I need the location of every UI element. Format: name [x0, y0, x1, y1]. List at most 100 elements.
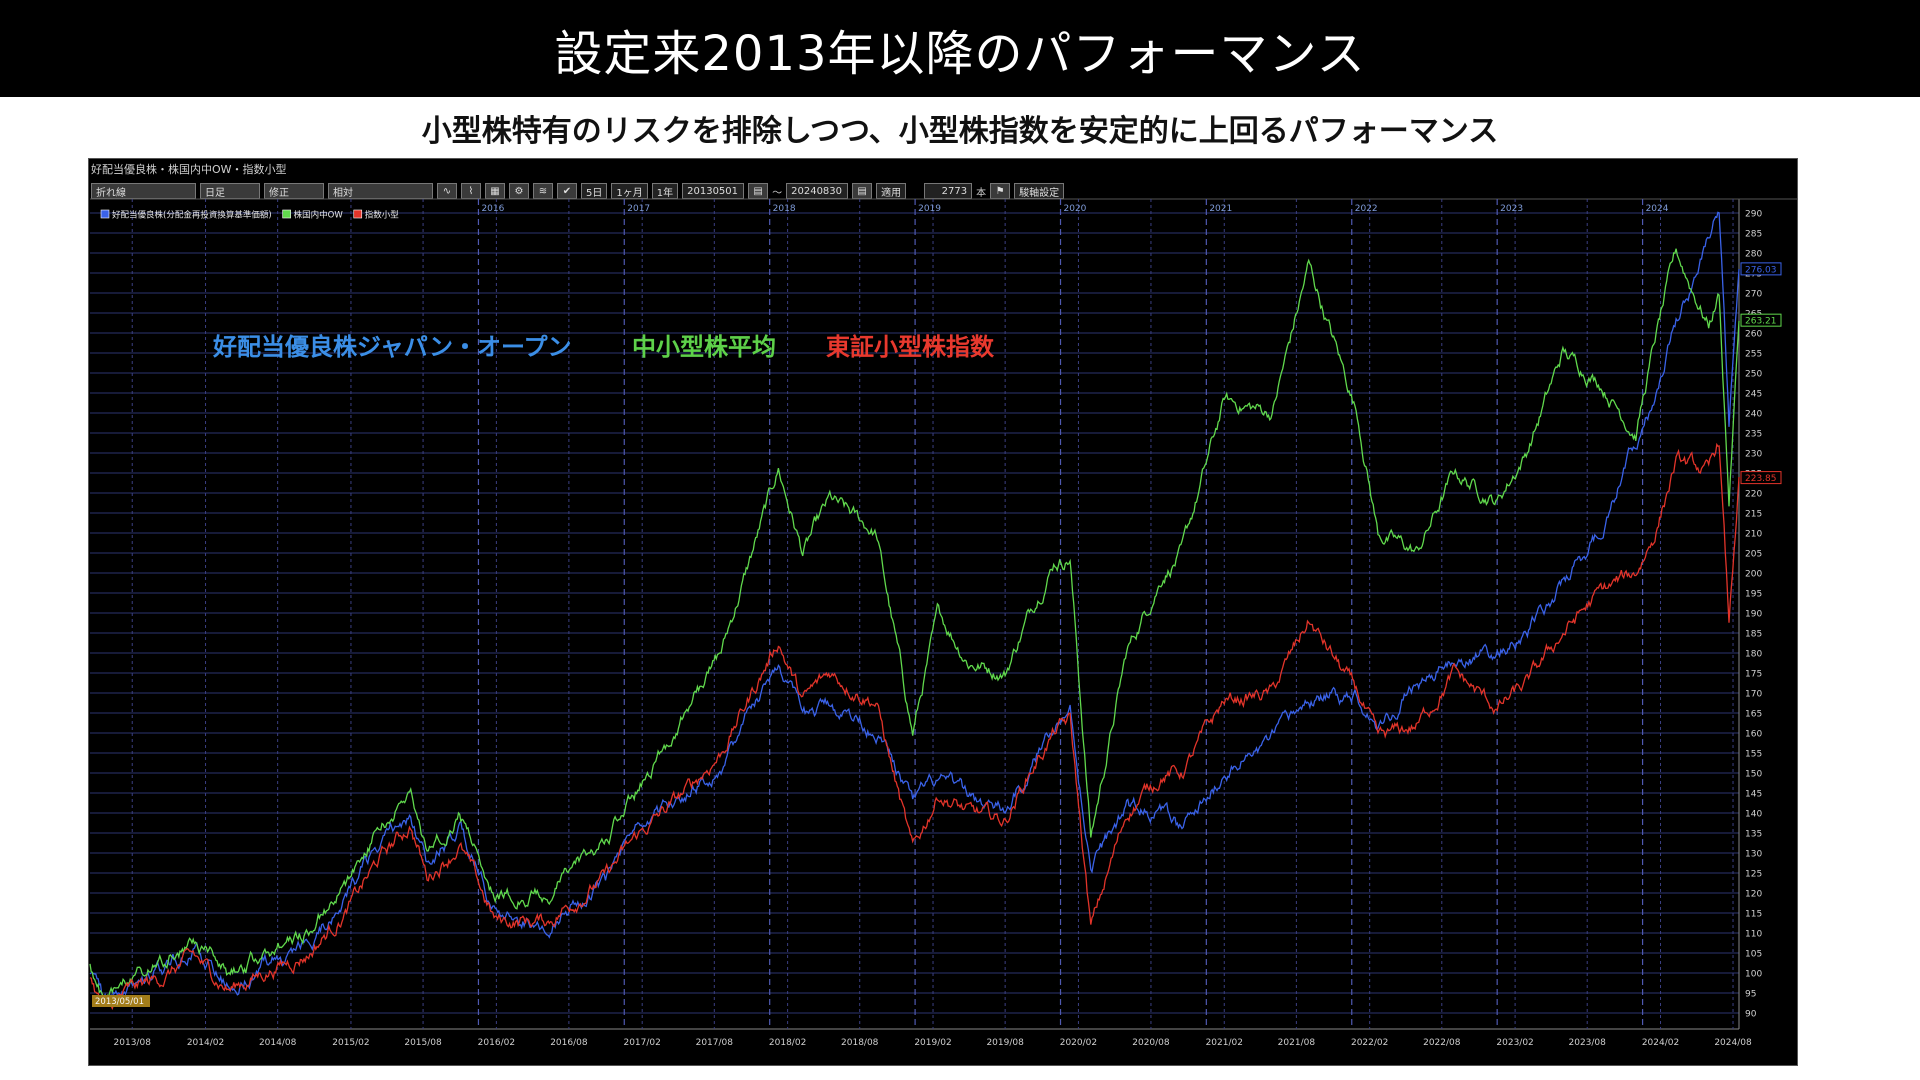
- range-1y-button[interactable]: 1年: [651, 183, 679, 199]
- y-tick-label: 185: [1745, 630, 1762, 640]
- year-label: 2022: [1355, 204, 1378, 214]
- last-value-label: 263.21: [1745, 317, 1777, 327]
- year-label: 2019: [918, 204, 941, 214]
- y-tick-label: 280: [1745, 250, 1762, 260]
- y-tick-label: 270: [1745, 290, 1762, 300]
- legend-swatch: [353, 209, 363, 219]
- last-value-label: 223.85: [1745, 474, 1777, 484]
- y-tick-label: 250: [1745, 370, 1762, 380]
- y-tick-label: 240: [1745, 410, 1762, 420]
- legend-swatch: [100, 209, 110, 219]
- y-tick-label: 200: [1745, 570, 1762, 580]
- y-tick-label: 285: [1745, 230, 1762, 240]
- x-tick-label: 2016/02: [478, 1038, 515, 1048]
- y-tick-label: 195: [1745, 590, 1762, 600]
- y-tick-label: 130: [1745, 850, 1762, 860]
- x-tick-label: 2018/02: [769, 1038, 806, 1048]
- line-tool-icon[interactable]: ⌇: [461, 183, 481, 199]
- y-tick-label: 100: [1745, 970, 1762, 980]
- x-tick-label: 2020/08: [1132, 1038, 1170, 1048]
- y-tick-label: 110: [1745, 930, 1762, 940]
- annotation-fund: 好配当優良株ジャパン・オープン: [213, 333, 572, 361]
- y-tick-label: 290: [1745, 210, 1762, 220]
- y-tick-label: 155: [1745, 750, 1762, 760]
- y-tick-label: 215: [1745, 510, 1762, 520]
- x-tick-label: 2017/08: [696, 1038, 734, 1048]
- series-line-0: [89, 211, 1740, 1004]
- annotation-smallmid-avg: 中小型株平均: [632, 333, 776, 361]
- y-tick-label: 245: [1745, 390, 1762, 400]
- year-label: 2016: [481, 204, 504, 214]
- x-tick-label: 2024/08: [1714, 1038, 1752, 1048]
- y-tick-label: 160: [1745, 730, 1762, 740]
- y-tick-label: 105: [1745, 950, 1762, 960]
- y-tick-label: 115: [1745, 910, 1762, 920]
- annotation-small-index: 東証小型株指数: [826, 333, 994, 361]
- y-tick-label: 170: [1745, 690, 1762, 700]
- x-tick-label: 2022/08: [1423, 1038, 1461, 1048]
- x-tick-label: 2023/08: [1569, 1038, 1607, 1048]
- year-label: 2017: [627, 204, 650, 214]
- year-label: 2024: [1646, 204, 1669, 214]
- x-tick-label: 2018/08: [841, 1038, 879, 1048]
- y-tick-label: 150: [1745, 770, 1762, 780]
- x-tick-label: 2019/08: [986, 1038, 1024, 1048]
- legend-entry: 好配当優良株(分配金再投資換算基準価額): [112, 210, 272, 221]
- x-tick-label: 2024/02: [1642, 1038, 1679, 1048]
- x-tick-label: 2016/08: [550, 1038, 588, 1048]
- start-date-badge-label: 2013/05/01: [95, 997, 144, 1007]
- x-tick-label: 2015/02: [332, 1038, 369, 1048]
- date-range-separator: 〜: [772, 187, 783, 199]
- series-line-2: [89, 442, 1740, 1011]
- y-tick-label: 140: [1745, 810, 1762, 820]
- x-tick-label: 2013/08: [114, 1038, 152, 1048]
- y-tick-label: 145: [1745, 790, 1762, 800]
- y-tick-label: 135: [1745, 830, 1762, 840]
- year-label: 2021: [1209, 204, 1232, 214]
- y-tick-label: 180: [1745, 650, 1762, 660]
- x-tick-label: 2014/08: [259, 1038, 297, 1048]
- last-value-box: [1740, 313, 1782, 327]
- page-subtitle: 小型株特有のリスクを排除しつつ、小型株指数を安定的に上回るパフォーマンス: [421, 114, 1499, 149]
- x-tick-label: 2021/08: [1278, 1038, 1316, 1048]
- y-tick-label: 190: [1745, 610, 1762, 620]
- series-line-1: [89, 248, 1740, 1002]
- x-tick-label: 2022/02: [1351, 1038, 1388, 1048]
- y-tick-label: 125: [1745, 870, 1762, 880]
- last-value-box: [1740, 471, 1782, 485]
- y-tick-label: 210: [1745, 530, 1762, 540]
- checkbox-icon[interactable]: ✔: [557, 183, 577, 199]
- y-tick-label: 235: [1745, 430, 1762, 440]
- chart-canvas: 90 95 100 105 110 115 120 125 130 135 140 145 150 155…: [89, 198, 1797, 1048]
- page-title-bar: 設定来2013年以降のパフォーマンス: [0, 0, 1920, 97]
- page-title: 設定来2013年以降のパフォーマンス: [554, 25, 1366, 82]
- calendar-icon[interactable]: ▤: [852, 183, 873, 199]
- legend-swatch: [282, 209, 291, 219]
- last-value-box: [1740, 262, 1782, 276]
- y-tick-label: 220: [1745, 490, 1762, 500]
- chart-toolbar: 折れ線 日足 修正 相対 ∿ ⌇ ▦ ⚙ ≋ ✔ 5日 1ヶ月 1年 20130…: [91, 181, 1791, 201]
- bar-count-unit: 本: [976, 187, 987, 199]
- x-tick-label: 2020/02: [1060, 1038, 1097, 1048]
- y-tick-label: 165: [1745, 710, 1762, 720]
- year-label: 2023: [1500, 204, 1523, 214]
- y-tick-label: 90: [1745, 1010, 1757, 1020]
- x-tick-label: 2023/02: [1496, 1038, 1533, 1048]
- y-tick-label: 255: [1745, 350, 1762, 360]
- start-date-badge: [92, 995, 150, 1007]
- y-tick-label: 175: [1745, 670, 1762, 680]
- year-label: 2018: [773, 204, 796, 214]
- x-tick-label: 2014/02: [187, 1038, 224, 1048]
- chart-panel: 好配当優良株・株国内中OW・指数小型 折れ線 日足 修正 相対 ∿ ⌇ ▦ ⚙ …: [88, 158, 1798, 1066]
- x-tick-label: 2017/02: [623, 1038, 660, 1048]
- year-label: 2020: [1064, 204, 1087, 214]
- y-tick-label: 95: [1745, 990, 1756, 1000]
- y-tick-label: 205: [1745, 550, 1762, 560]
- legend-entry: 株国内中OW: [294, 210, 344, 221]
- chart-panel-title: 好配当優良株・株国内中OW・指数小型: [91, 163, 287, 176]
- legend-entry: 指数小型: [365, 210, 400, 221]
- x-tick-label: 2015/08: [404, 1038, 442, 1048]
- x-tick-label: 2019/02: [914, 1038, 951, 1048]
- y-tick-label: 260: [1745, 330, 1762, 340]
- x-tick-label: 2021/02: [1206, 1038, 1243, 1048]
